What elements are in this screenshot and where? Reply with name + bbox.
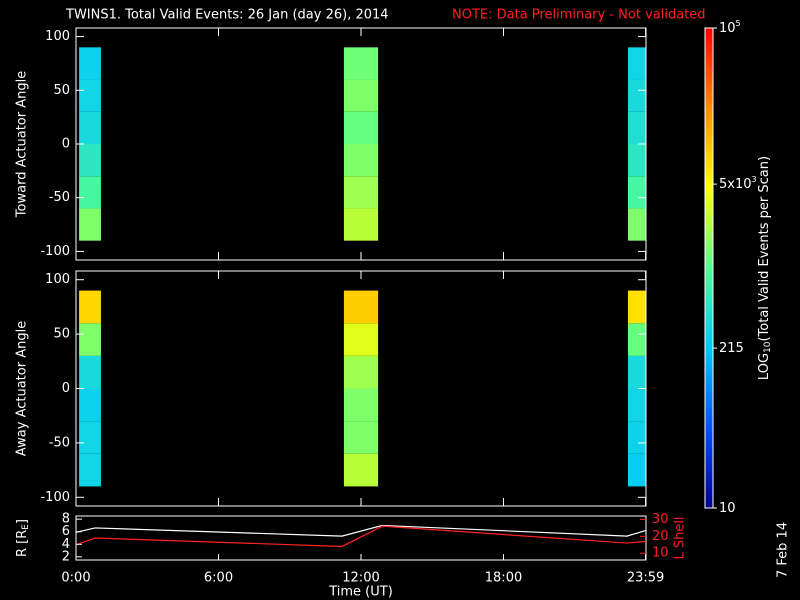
spectrogram-cell — [343, 47, 379, 80]
label-part: LOG — [757, 353, 772, 380]
spectrogram-cell — [627, 323, 646, 356]
y-tick-label: -50 — [49, 435, 70, 450]
label-sup: 3 — [752, 175, 757, 184]
spectrogram-cell — [627, 144, 646, 177]
spectrogram-cell — [79, 111, 101, 144]
spectrogram-cell — [343, 421, 379, 454]
spectrogram-cell — [627, 176, 646, 209]
spectrogram-cell — [627, 208, 646, 241]
y-tick-label: 0 — [62, 381, 70, 396]
spectrogram-cell — [627, 453, 646, 487]
y-axis-label: R [RE] — [15, 519, 31, 557]
spectrogram-cell — [79, 323, 101, 356]
spectrogram-cell — [627, 79, 646, 112]
label-part: 215 — [719, 341, 744, 356]
y2-tick-label: 30 — [652, 512, 669, 527]
spectrogram-cell — [79, 208, 101, 241]
spectrogram-cell — [79, 388, 101, 422]
y-tick-label: 6 — [62, 524, 70, 539]
x-tick-label: 12:00 — [342, 571, 379, 586]
colorbar-tick-label: 10 — [719, 501, 736, 516]
spectrogram-cell — [343, 323, 379, 356]
x-tick-label: 0:00 — [61, 571, 90, 586]
spectrogram-cell — [343, 453, 379, 487]
y-tick-label: 4 — [62, 537, 70, 552]
colorbar-tick-label: 5x103 — [719, 175, 757, 192]
label-part: R [R — [15, 530, 30, 557]
label-part: 10 — [763, 341, 773, 353]
spectrogram-cell — [343, 290, 379, 324]
spectrogram-cell — [343, 144, 379, 177]
spectrogram-cell — [79, 47, 101, 80]
label-part: 5x10 — [719, 177, 752, 192]
label-part: ] — [15, 519, 30, 524]
y-tick-label: 8 — [62, 512, 70, 527]
y-tick-label: 100 — [45, 29, 70, 44]
spectrogram-cell — [627, 111, 646, 144]
y-tick-label: 100 — [45, 272, 70, 287]
orbit-line — [75, 524, 647, 537]
x-tick-label: 18:00 — [485, 571, 522, 586]
spectrogram-cell — [79, 355, 101, 389]
spectrogram-cell — [627, 290, 646, 324]
spectrogram-cell — [343, 355, 379, 389]
spectrogram-cell — [627, 355, 646, 389]
spectrogram-cell — [627, 47, 646, 80]
x-tick-label: 23:59 — [627, 571, 664, 586]
y2-axis-label: L Shell — [673, 516, 688, 559]
y-tick-label: 50 — [53, 327, 70, 342]
orbit-line — [75, 525, 647, 548]
label-part: E — [21, 524, 31, 530]
spectrogram-cell — [79, 176, 101, 209]
x-axis-label: Time (UT) — [328, 585, 393, 600]
y-tick-label: -50 — [49, 190, 70, 205]
colorbar-label: LOG10(Total Valid Events per Scan) — [757, 156, 773, 380]
spectrogram-cell — [79, 79, 101, 112]
spectrogram-cell — [343, 79, 379, 112]
note: NOTE: Data Preliminary - Not validated — [452, 8, 706, 23]
footer: 7 Feb 14 — [776, 522, 791, 578]
spectrogram-cell — [627, 388, 646, 422]
label-part: 10 — [719, 501, 736, 516]
colorbar-tick-label: 105 — [719, 19, 741, 36]
y2-tick-label: 10 — [652, 546, 669, 561]
spectrogram-cell — [343, 111, 379, 144]
colorbar-tick-label: 215 — [719, 341, 744, 356]
spectrogram-cell — [79, 144, 101, 177]
spectrogram-cell — [79, 421, 101, 454]
spectrogram-cell — [79, 290, 101, 324]
spectrogram-cell — [79, 453, 101, 487]
y-axis-label: Away Actuator Angle — [15, 321, 30, 456]
y-tick-label: 2 — [62, 549, 70, 564]
spectrogram-cell — [343, 208, 379, 241]
spectrogram-cell — [343, 388, 379, 422]
label-sup: 5 — [736, 19, 741, 28]
label-part: 10 — [719, 21, 736, 36]
label-part: (Total Valid Events per Scan) — [757, 156, 772, 342]
y-tick-label: 50 — [53, 83, 70, 98]
y-axis-label: Toward Actuator Angle — [15, 71, 30, 218]
spectrogram-cell — [627, 421, 646, 454]
y-tick-label: -100 — [40, 244, 70, 259]
x-tick-label: 6:00 — [204, 571, 233, 586]
y2-tick-label: 20 — [652, 529, 669, 544]
y-tick-label: -100 — [40, 490, 70, 505]
y-tick-label: 0 — [62, 137, 70, 152]
colorbar — [704, 27, 714, 509]
chart-title: TWINS1. Total Valid Events: 26 Jan (day … — [65, 8, 389, 23]
spectrogram-cell — [343, 176, 379, 209]
